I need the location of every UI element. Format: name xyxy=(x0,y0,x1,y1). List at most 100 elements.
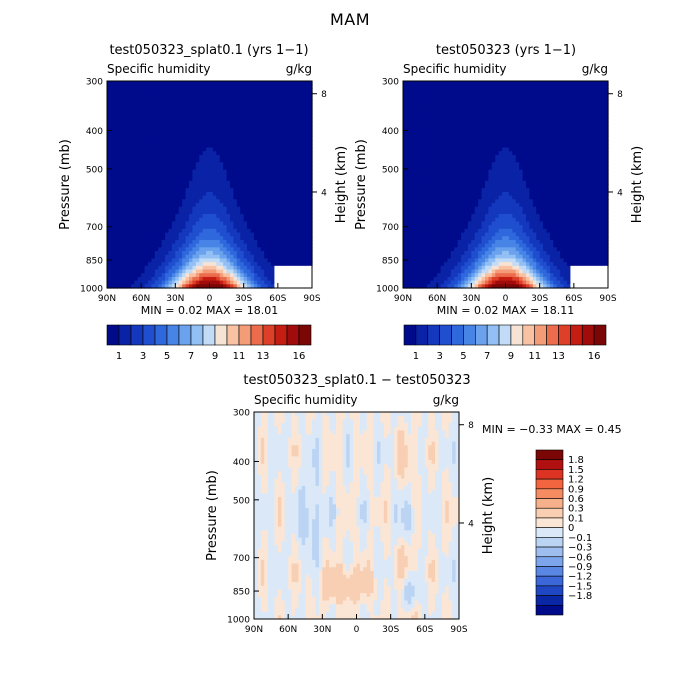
heatmap-cell xyxy=(226,180,231,186)
heatmap-cell xyxy=(308,81,313,86)
heatmap-cell xyxy=(481,243,486,248)
heatmap-cell xyxy=(420,184,425,189)
heatmap-cell xyxy=(148,232,153,237)
heatmap-cell xyxy=(481,284,486,289)
heatmap-cell xyxy=(277,81,282,86)
heatmap-cell xyxy=(141,95,146,101)
heatmap-cell xyxy=(294,206,299,211)
heatmap-cell xyxy=(467,254,472,260)
heatmap-cell xyxy=(250,210,255,215)
heatmap-cell xyxy=(294,125,299,130)
heatmap-cell xyxy=(281,121,286,126)
heatmap-cell xyxy=(171,276,176,282)
heatmap-cell xyxy=(440,221,445,226)
heatmap-cell xyxy=(240,236,245,241)
heatmap-cell xyxy=(141,106,146,112)
heatmap-cell xyxy=(478,136,483,141)
heatmap-cell xyxy=(426,132,431,138)
heatmap-cell xyxy=(154,265,159,271)
heatmap-cell xyxy=(409,166,414,171)
heatmap-cell xyxy=(134,84,139,89)
heatmap-cell xyxy=(189,177,194,182)
heatmap-cell xyxy=(161,184,166,189)
heatmap-cell xyxy=(416,99,421,104)
heatmap-cell xyxy=(467,132,472,138)
heatmap-cell xyxy=(171,140,176,145)
heatmap-cell xyxy=(284,162,289,167)
heatmap-cell xyxy=(488,258,493,263)
heatmap-cell xyxy=(495,125,500,130)
heatmap-cell xyxy=(219,251,224,256)
heatmap-cell xyxy=(461,166,466,171)
heatmap-cell xyxy=(260,162,265,167)
heatmap-cell xyxy=(243,158,248,163)
heatmap-cell xyxy=(148,103,153,108)
heatmap-cell xyxy=(301,265,306,271)
heatmap-cell xyxy=(437,214,442,219)
heatmap-cell xyxy=(301,147,306,152)
heatmap-cell xyxy=(250,143,255,149)
heatmap-cell xyxy=(117,217,122,223)
heatmap-cell xyxy=(416,247,421,252)
heatmap-cell xyxy=(165,169,170,175)
heatmap-cell xyxy=(120,147,125,152)
heatmap-cell xyxy=(420,143,425,149)
heatmap-cell xyxy=(274,140,279,145)
heatmap-cell xyxy=(189,81,194,86)
heatmap-cell xyxy=(226,81,231,86)
heatmap-cell xyxy=(257,269,262,274)
heatmap-cell xyxy=(437,191,442,197)
heatmap-cell xyxy=(113,81,118,86)
heatmap-cell xyxy=(485,188,490,193)
heatmap-cell xyxy=(226,232,231,237)
heatmap-cell xyxy=(433,177,438,182)
heatmap-cell xyxy=(113,247,118,252)
heatmap-cell xyxy=(447,99,452,104)
heatmap-cell xyxy=(185,225,190,230)
heatmap-cell xyxy=(416,154,421,160)
heatmap-cell xyxy=(223,191,228,197)
heatmap-cell xyxy=(457,132,462,138)
heatmap-cell xyxy=(171,92,176,97)
heatmap-cell xyxy=(175,110,180,115)
heatmap-cell xyxy=(212,251,217,256)
heatmap-cell xyxy=(192,262,197,267)
heatmap-cell xyxy=(447,269,452,274)
heatmap-cell xyxy=(308,206,313,211)
heatmap-cell xyxy=(288,206,293,211)
heatmap-cell xyxy=(413,158,418,163)
heatmap-cell xyxy=(107,280,112,285)
heatmap-cell xyxy=(110,140,115,145)
heatmap-cell xyxy=(274,99,279,104)
heatmap-cell xyxy=(144,206,149,211)
heatmap-cell xyxy=(257,177,262,182)
heatmap-cell xyxy=(202,110,207,115)
heatmap-cell xyxy=(478,258,483,263)
heatmap-cell xyxy=(144,114,149,119)
heatmap-cell xyxy=(134,221,139,226)
heatmap-cell xyxy=(478,92,483,97)
heatmap-cell xyxy=(291,247,296,252)
heatmap-cell xyxy=(488,114,493,119)
heatmap-cell xyxy=(305,221,310,226)
heatmap-cell xyxy=(110,273,115,278)
heatmap-cell xyxy=(120,199,125,204)
heatmap-cell xyxy=(236,239,241,245)
heatmap-cell xyxy=(233,202,238,208)
heatmap-cell xyxy=(233,199,238,204)
heatmap-cell xyxy=(141,280,146,285)
heatmap-cell xyxy=(141,232,146,237)
heatmap-cell xyxy=(294,188,299,193)
heatmap-cell xyxy=(284,88,289,93)
heatmap-cell xyxy=(471,132,476,138)
heatmap-cell xyxy=(444,84,449,89)
heatmap-cell xyxy=(308,173,313,178)
heatmap-cell xyxy=(495,147,500,152)
heatmap-cell xyxy=(178,273,183,278)
heatmap-cell xyxy=(110,92,115,97)
heatmap-cell xyxy=(288,136,293,141)
heatmap-cell xyxy=(158,140,163,145)
heatmap-cell xyxy=(206,81,211,86)
heatmap-cell xyxy=(154,217,159,223)
heatmap-cell xyxy=(291,251,296,256)
